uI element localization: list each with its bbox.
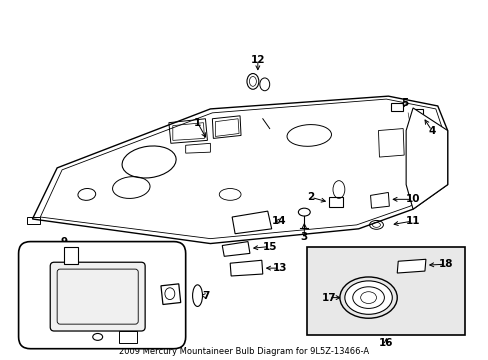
Text: 3: 3 [300, 232, 307, 242]
Text: 17: 17 [321, 293, 336, 303]
Bar [306, 247, 465, 335]
Text: 14: 14 [272, 216, 286, 226]
Text: 2009 Mercury Mountaineer Bulb Diagram for 9L5Z-13466-A: 2009 Mercury Mountaineer Bulb Diagram fo… [119, 347, 368, 356]
Polygon shape [161, 284, 181, 305]
Ellipse shape [93, 333, 102, 340]
Bar [328, 197, 342, 207]
Text: 7: 7 [202, 291, 209, 301]
Bar [64, 247, 78, 264]
Bar [412, 109, 422, 125]
Polygon shape [232, 211, 271, 234]
Text: 4: 4 [427, 126, 435, 135]
Polygon shape [396, 259, 425, 273]
Text: 8: 8 [78, 332, 85, 342]
Bar [390, 103, 402, 111]
Text: 2: 2 [307, 192, 314, 202]
FancyBboxPatch shape [50, 262, 145, 331]
Text: 11: 11 [405, 216, 420, 226]
Text: 13: 13 [272, 263, 286, 273]
Polygon shape [222, 242, 249, 256]
Text: 9: 9 [61, 237, 67, 247]
FancyBboxPatch shape [19, 242, 185, 349]
Text: 16: 16 [378, 338, 393, 348]
Text: 12: 12 [250, 55, 264, 65]
Text: 5: 5 [401, 98, 408, 108]
Ellipse shape [344, 281, 391, 314]
Polygon shape [406, 108, 447, 209]
Text: 10: 10 [405, 194, 420, 204]
Polygon shape [32, 96, 447, 244]
Bar [119, 331, 137, 343]
Polygon shape [230, 260, 262, 276]
Text: 15: 15 [262, 242, 276, 252]
Ellipse shape [192, 285, 202, 306]
Ellipse shape [246, 73, 258, 89]
Text: 6: 6 [165, 278, 172, 288]
Ellipse shape [259, 78, 269, 91]
Ellipse shape [339, 277, 396, 318]
Text: 18: 18 [438, 259, 452, 269]
Text: 1: 1 [194, 118, 201, 128]
